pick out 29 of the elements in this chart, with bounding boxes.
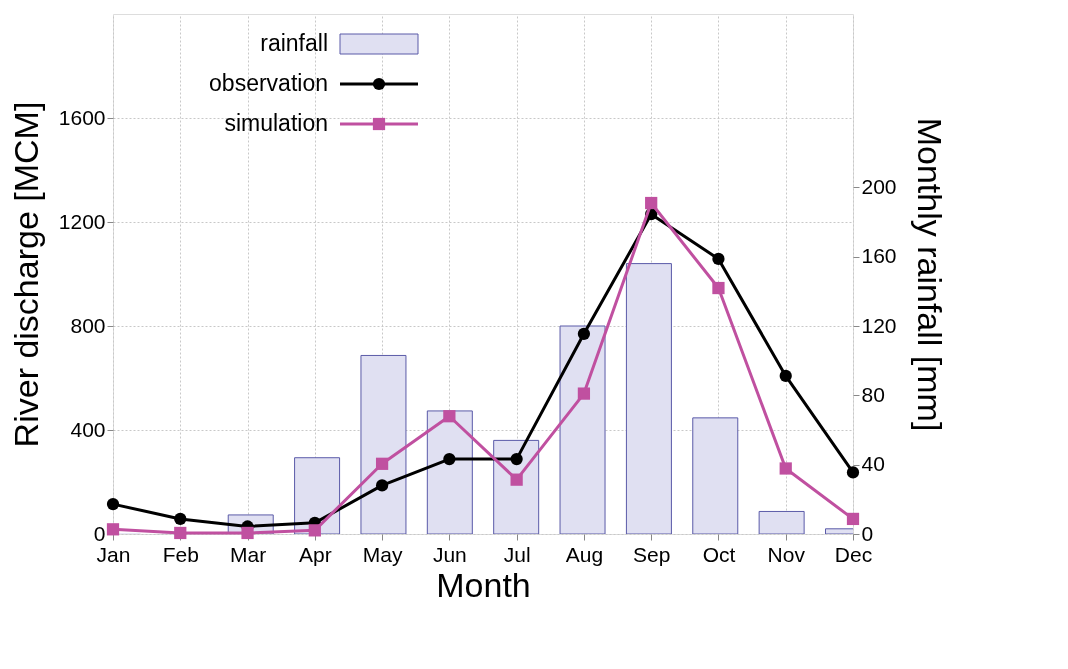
y-tick-label: 1600 [58, 105, 106, 129]
x-tick-label: Nov [767, 542, 806, 566]
y2-axis-title: Monthly rainfall [mm] [910, 117, 949, 432]
legend-label: observation [209, 70, 328, 96]
y2-tick-label: 120 [861, 313, 897, 337]
y2-tick-label: 80 [861, 382, 885, 406]
y2-tick-label: 40 [861, 452, 885, 476]
y2-tick-label: 0 [861, 521, 874, 545]
x-tick-label: Oct [702, 542, 736, 566]
legend-label: rainfall [260, 30, 328, 56]
x-tick-label: Mar [229, 542, 267, 566]
y-tick-label: 0 [93, 521, 106, 545]
y-tick-label: 800 [70, 313, 106, 337]
x-tick-label: Apr [298, 542, 332, 566]
y-tick-label: 400 [70, 417, 106, 441]
x-tick-label: Dec [834, 542, 873, 566]
x-tick-label: Jul [503, 542, 531, 566]
x-tick-label: Jun [432, 542, 467, 566]
x-tick-label: May [362, 542, 403, 566]
x-tick-label: Jan [96, 542, 131, 566]
y-axis-title: River discharge [MCM] [6, 101, 45, 448]
x-tick-label: Aug [565, 542, 604, 566]
y2-tick-label: 200 [861, 174, 897, 198]
y-tick-label: 1200 [58, 209, 106, 233]
y2-tick-label: 160 [861, 244, 897, 268]
x-tick-label: Sep [632, 542, 671, 566]
legend-label: simulation [224, 110, 328, 136]
x-axis-title: Month [436, 565, 531, 604]
x-tick-label: Feb [162, 542, 199, 566]
